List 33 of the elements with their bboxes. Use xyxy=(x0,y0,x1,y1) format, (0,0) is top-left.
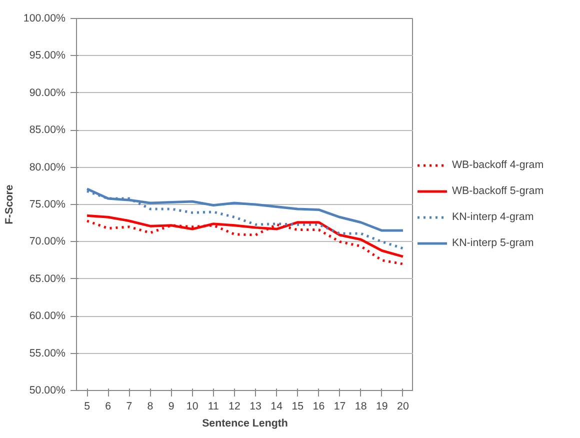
x-tick-label: 15 xyxy=(292,400,304,412)
y-tick-label: 90.00% xyxy=(29,86,66,99)
y-tick-label: 55.00% xyxy=(29,347,66,360)
y-tick-label: 75.00% xyxy=(29,198,66,210)
y-tick-label: 95.00% xyxy=(29,50,66,62)
legend-label: WB-backoff 5-gram xyxy=(452,185,544,197)
x-tick-label: 17 xyxy=(334,400,346,412)
y-tick-label: 85.00% xyxy=(29,124,66,136)
x-tick-label: 8 xyxy=(147,400,154,412)
legend-label: WB-backoff 4-gram xyxy=(452,159,544,171)
x-tick-label: 20 xyxy=(397,400,409,412)
y-tick-label: 60.00% xyxy=(29,310,66,322)
legend-label: KN-interp 5-gram xyxy=(452,237,534,249)
x-tick-label: 18 xyxy=(354,400,367,412)
x-tick-label: 7 xyxy=(126,400,132,412)
y-tick-label: 70.00% xyxy=(29,236,66,248)
y-axis-title: F-Score xyxy=(3,184,16,224)
x-tick-label: 5 xyxy=(84,400,90,412)
x-tick-label: 11 xyxy=(208,400,220,412)
x-tick-label: 6 xyxy=(105,400,112,412)
legend-label: KN-interp 4-gram xyxy=(452,211,534,223)
x-tick-label: 12 xyxy=(228,400,240,412)
x-tick-label: 14 xyxy=(270,400,283,412)
y-tick-label: 80.00% xyxy=(29,161,66,174)
x-tick-label: 19 xyxy=(376,400,388,412)
x-tick-label: 13 xyxy=(250,400,262,412)
x-tick-label: 16 xyxy=(312,400,325,412)
y-tick-label: 50.00% xyxy=(29,384,66,396)
y-tick-label: 100.00% xyxy=(23,12,66,24)
x-tick-label: 9 xyxy=(168,400,174,412)
x-tick-label: 10 xyxy=(186,400,198,412)
x-axis-title: Sentence Length xyxy=(202,418,288,430)
y-tick-label: 65.00% xyxy=(29,272,66,285)
